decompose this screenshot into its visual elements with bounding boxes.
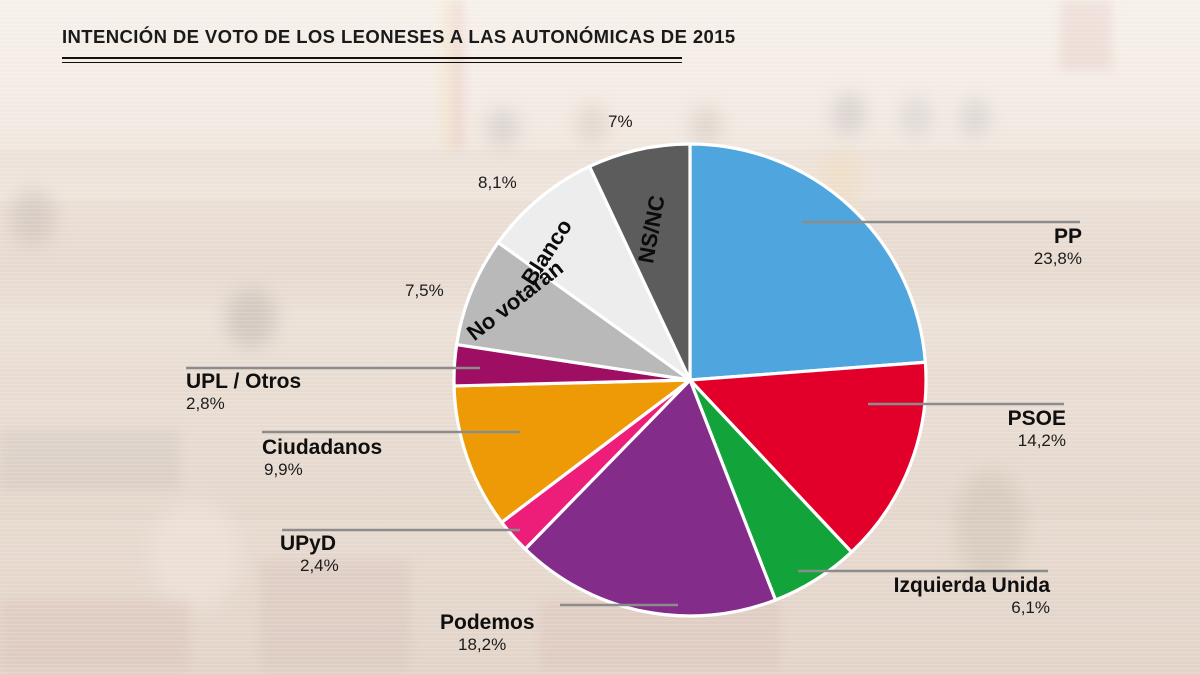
callout-psoe-name: PSOE [1007, 407, 1066, 430]
callout-upyd-pct: 2,4% [300, 556, 339, 576]
pie-slice-ciudadanos[interactable] [452, 378, 692, 524]
callout-upyd-name: UPyD [280, 532, 337, 555]
pie-slice-pp[interactable] [688, 142, 927, 382]
callout-psoe: PSOE 14,2% [880, 407, 1066, 451]
leader-lines [186, 220, 1080, 607]
title-block: INTENCIÓN DE VOTO DE LOS LEONESES A LAS … [62, 26, 736, 63]
title-rule [62, 57, 682, 63]
pct-blanco: 8,1% [478, 173, 517, 192]
callout-iu-name: Izquierda Unida [893, 574, 1050, 597]
pct-no-votaran: 7,5% [405, 281, 444, 300]
page-title: INTENCIÓN DE VOTO DE LOS LEONESES A LAS … [62, 26, 736, 47]
pie-slice-ns-nc[interactable] [587, 142, 692, 382]
pie-slice-blanco[interactable] [496, 164, 692, 382]
callout-podemos: Podemos 18,2% [440, 611, 640, 655]
callout-pp: PP 23,8% [900, 225, 1082, 269]
pie-slice-psoe[interactable] [688, 360, 928, 554]
callout-upyd: UPyD 2,4% [280, 532, 460, 576]
callout-podemos-name: Podemos [440, 611, 535, 634]
callout-upl: UPL / Otros 2,8% [186, 370, 396, 414]
callout-pp-pct: 23,8% [1033, 249, 1082, 269]
callout-iu-pct: 6,1% [1011, 598, 1050, 618]
pie-slices [452, 142, 928, 618]
callout-psoe-pct: 14,2% [1017, 431, 1066, 451]
callout-upl-name: UPL / Otros [186, 370, 302, 393]
pie-slice-no-votar-n[interactable] [455, 240, 692, 382]
pie-slice-podemos[interactable] [523, 378, 778, 618]
callout-upl-pct: 2,8% [186, 394, 225, 414]
callout-ciudadanos: Ciudadanos 9,9% [262, 436, 462, 480]
callout-pp-name: PP [1053, 225, 1082, 248]
callout-ciudadanos-name: Ciudadanos [262, 436, 383, 459]
callout-ciudadanos-pct: 9,9% [264, 460, 303, 480]
pct-nsnc: 7% [608, 112, 633, 131]
callout-podemos-pct: 18,2% [458, 635, 507, 655]
callout-iu: Izquierda Unida 6,1% [840, 574, 1050, 618]
